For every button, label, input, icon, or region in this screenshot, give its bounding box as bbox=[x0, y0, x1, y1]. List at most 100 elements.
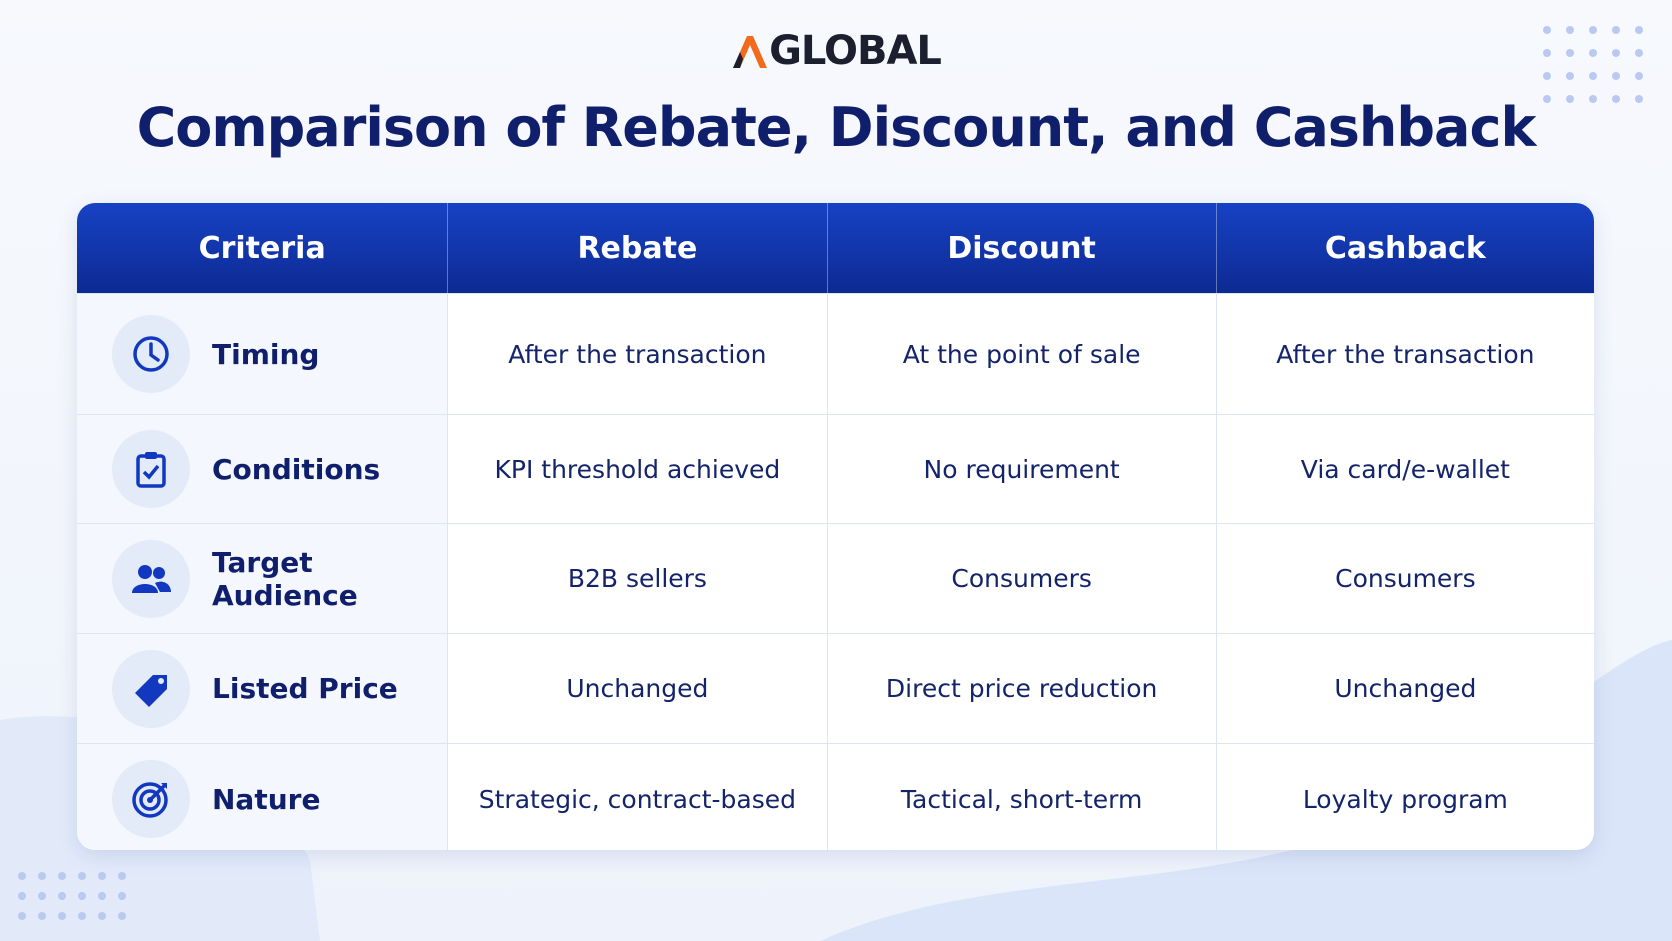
dot bbox=[1589, 49, 1597, 57]
dot bbox=[98, 892, 106, 900]
value-cell: No requirement bbox=[828, 415, 1217, 523]
icon bbox=[135, 674, 167, 707]
cell-text: Unchanged bbox=[566, 674, 709, 703]
criteria-cell: Listed Price bbox=[77, 634, 449, 743]
cell-text: After the transaction bbox=[508, 339, 767, 369]
dot bbox=[1543, 95, 1551, 103]
value-cell: Via card/e-wallet bbox=[1217, 415, 1594, 523]
dot bbox=[98, 872, 106, 880]
dot bbox=[78, 892, 86, 900]
header-cell: Discount bbox=[828, 203, 1217, 293]
dot bbox=[1589, 72, 1597, 80]
dot bbox=[118, 912, 126, 920]
cell-text: Tactical, short-term bbox=[900, 784, 1143, 814]
value-cell: After the transaction bbox=[448, 294, 828, 414]
dot bbox=[1635, 72, 1643, 80]
cell-text: Loyalty program bbox=[1302, 784, 1508, 814]
criteria-icon bbox=[112, 649, 190, 728]
icon bbox=[133, 336, 169, 372]
dot bbox=[38, 872, 46, 880]
dot bbox=[98, 912, 106, 920]
cell-text: No requirement bbox=[923, 454, 1120, 484]
logo-mark bbox=[733, 36, 768, 68]
dot bbox=[18, 872, 26, 880]
dot bbox=[1612, 72, 1620, 80]
value-cell: Tactical, short-term bbox=[828, 744, 1217, 850]
cell-text: Strategic, contract-based bbox=[478, 784, 796, 814]
dot bbox=[78, 912, 86, 920]
dot bbox=[1543, 49, 1551, 57]
dot bbox=[58, 892, 66, 900]
dot bbox=[1612, 26, 1620, 34]
cell-text: B2B sellers bbox=[567, 564, 707, 593]
dot bbox=[1543, 72, 1551, 80]
value-cell: Loyalty program bbox=[1217, 744, 1594, 850]
value-cell: KPI threshold achieved bbox=[448, 415, 828, 523]
criteria-icon bbox=[112, 760, 190, 838]
header-cell: Rebate bbox=[448, 203, 828, 293]
value-cell: B2B sellers bbox=[448, 524, 828, 633]
criteria-cell: Nature bbox=[77, 744, 449, 850]
dot bbox=[1635, 95, 1643, 103]
header-cell: Criteria bbox=[77, 203, 449, 293]
dot bbox=[38, 912, 46, 920]
dot bbox=[118, 872, 126, 880]
cell-text: Target Audience bbox=[212, 545, 358, 612]
value-cell: Direct price reduction bbox=[828, 634, 1217, 743]
dot bbox=[38, 892, 46, 900]
dot bbox=[1566, 72, 1574, 80]
comparison-table: Criteria Rebate Discount Cashback Timing… bbox=[77, 203, 1594, 850]
table-row: Conditions KPI threshold achieved No requi… bbox=[77, 414, 1594, 523]
value-cell: After the transaction bbox=[1217, 294, 1594, 414]
cell-text: Unchanged bbox=[1334, 674, 1477, 703]
dot bbox=[1589, 26, 1597, 34]
icon bbox=[132, 564, 171, 593]
dot bbox=[1566, 26, 1574, 34]
cell-text: KPI threshold achieved bbox=[494, 454, 781, 484]
cell-text: Timing bbox=[212, 337, 320, 371]
icon bbox=[132, 782, 168, 818]
dot bbox=[1566, 49, 1574, 57]
logo: GLOBAL bbox=[0, 28, 1672, 74]
value-cell: At the point of sale bbox=[828, 294, 1217, 414]
title: Comparison of Rebate, Discount, and Cash… bbox=[136, 96, 1537, 159]
cell-text: Consumers bbox=[951, 564, 1092, 593]
table-row: Timing After the transaction At the point … bbox=[77, 293, 1594, 414]
dot bbox=[118, 892, 126, 900]
value-cell: Consumers bbox=[1217, 524, 1594, 633]
value-cell: Strategic, contract-based bbox=[448, 744, 828, 850]
dot bbox=[1612, 49, 1620, 57]
logo-text: GLOBAL bbox=[769, 28, 942, 74]
cell-text: Consumers bbox=[1335, 564, 1476, 593]
dot bbox=[78, 872, 86, 880]
table-header: Criteria Rebate Discount Cashback bbox=[77, 203, 1594, 293]
criteria-icon bbox=[112, 430, 190, 508]
dot bbox=[1566, 95, 1574, 103]
cell-text: Conditions bbox=[212, 452, 381, 486]
criteria-icon bbox=[112, 539, 190, 618]
criteria-cell: Conditions bbox=[77, 415, 449, 523]
dot bbox=[18, 912, 26, 920]
value-cell: Unchanged bbox=[1217, 634, 1594, 743]
table-row: Nature Strategic, contract-based Tactical,… bbox=[77, 743, 1594, 850]
dot bbox=[1612, 95, 1620, 103]
dot bbox=[58, 912, 66, 920]
criteria-icon bbox=[112, 315, 190, 393]
dot bbox=[1635, 49, 1643, 57]
dot bbox=[18, 892, 26, 900]
value-cell: Consumers bbox=[828, 524, 1217, 633]
cell-text: Nature bbox=[212, 782, 321, 816]
criteria-cell: Target Audience bbox=[77, 524, 449, 633]
cell-text: Via card/e-wallet bbox=[1300, 454, 1510, 484]
value-cell: Unchanged bbox=[448, 634, 828, 743]
table-row: Listed Price Unchanged Direct price reduct… bbox=[77, 633, 1594, 743]
dot bbox=[58, 872, 66, 880]
criteria-cell: Timing bbox=[77, 294, 449, 414]
dot bbox=[1635, 26, 1643, 34]
cell-text: Listed Price bbox=[212, 672, 398, 705]
dot bbox=[1543, 26, 1551, 34]
table-row: Target Audience B2B sellers Consumers Consu… bbox=[77, 523, 1594, 633]
cell-text: Direct price reduction bbox=[885, 674, 1158, 703]
header-cell: Cashback bbox=[1324, 230, 1486, 266]
